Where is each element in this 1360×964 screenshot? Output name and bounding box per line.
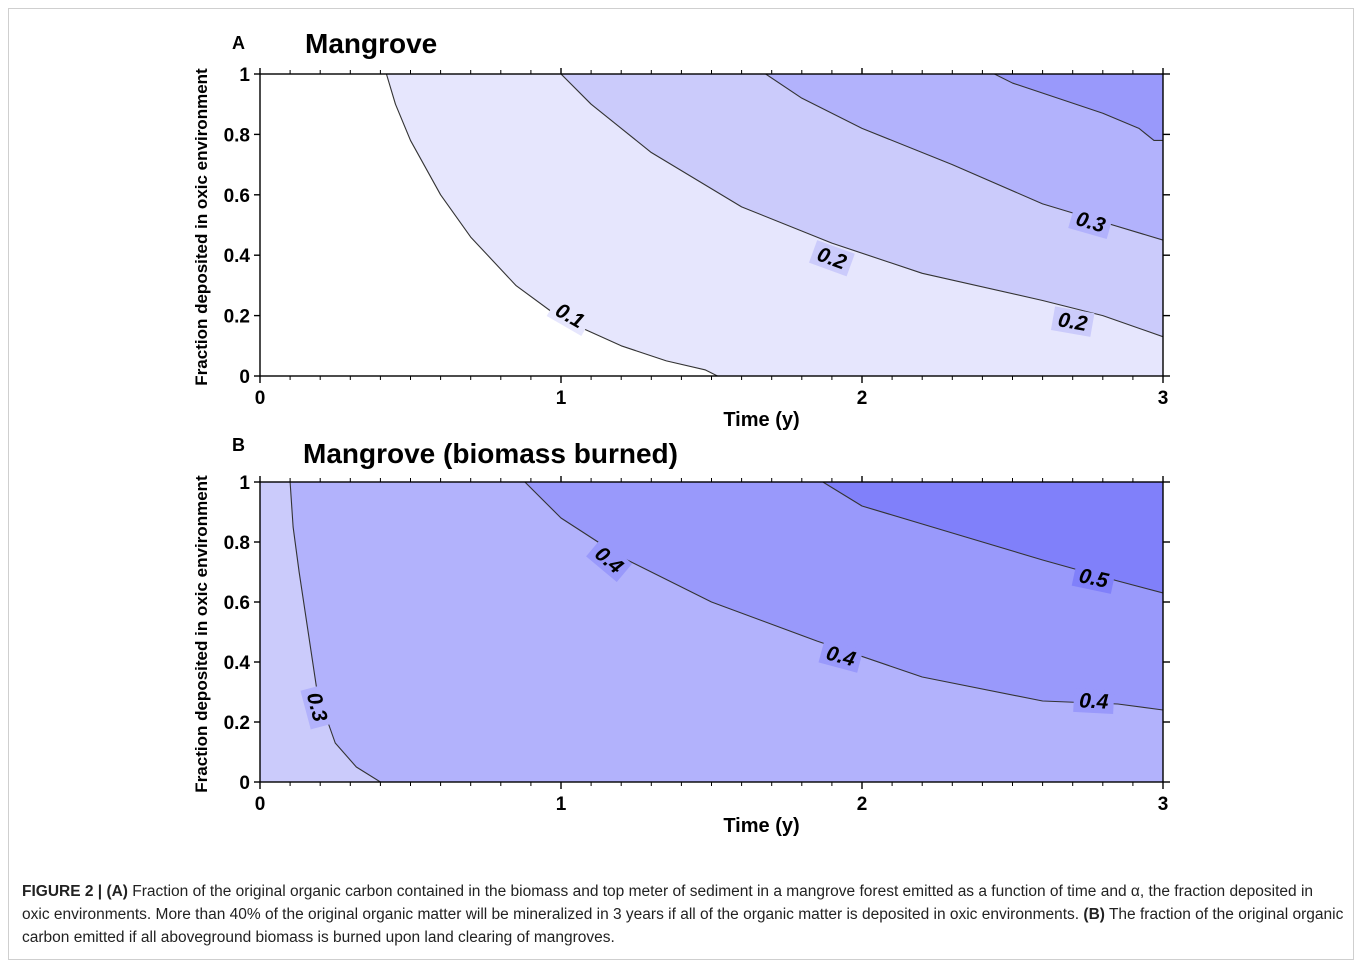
contour-line-0-2 (560, 74, 1163, 338)
caption-a-label: (A) (106, 883, 128, 900)
x-tick-label: 1 (556, 794, 567, 815)
x-tick-label: 0 (255, 794, 266, 815)
contour-label: 0.3 (1068, 204, 1114, 240)
x-axis-title: Time (y) (723, 815, 799, 837)
caption-b-text: The fraction of the original organic car… (22, 906, 1344, 946)
figure-caption: FIGURE 2 | (A) Fraction of the original … (22, 880, 1344, 949)
y-tick-label: 0.8 (224, 125, 250, 146)
y-tick-label: 0.6 (224, 593, 250, 614)
panel-title: Mangrove (biomass burned) (303, 438, 678, 469)
panel-letter: B (232, 435, 245, 455)
caption-b-label: (B) (1083, 906, 1105, 923)
contour-band-0-3 (765, 74, 1163, 241)
caption-a-text: Fraction of the original organic carbon … (22, 883, 1314, 923)
x-axis-title: Time (y) (723, 409, 799, 431)
x-tick-label: 0 (255, 388, 266, 409)
contour-line-0-4 (994, 74, 1163, 141)
contour-label: 0.2 (1050, 306, 1095, 337)
y-axis-title: Fraction deposited in oxic environment (192, 475, 211, 793)
y-axis-title: Fraction deposited in oxic environment (192, 68, 211, 386)
x-tick-label: 1 (556, 388, 567, 409)
y-tick-label: 0.8 (224, 533, 250, 554)
y-tick-label: 0.6 (224, 186, 250, 207)
svg-text:0.2: 0.2 (1056, 308, 1089, 336)
x-tick-label: 3 (1158, 794, 1169, 815)
y-tick-label: 0 (239, 367, 250, 388)
y-tick-label: 0.2 (224, 307, 250, 328)
panel-title: Mangrove (305, 28, 437, 59)
contour-line-0-3 (289, 482, 381, 782)
y-tick-label: 1 (239, 473, 250, 494)
figure-frame (8, 8, 1354, 960)
x-tick-label: 3 (1158, 388, 1169, 409)
y-tick-label: 0.4 (224, 246, 251, 267)
plot-area: 0.30.40.40.40.5 (260, 482, 1163, 782)
plot-area: 0.10.20.20.3 (260, 74, 1163, 376)
svg-text:0.4: 0.4 (1079, 689, 1110, 714)
panel-letter: A (232, 33, 245, 53)
x-tick-label: 2 (857, 388, 868, 409)
y-tick-label: 1 (239, 65, 250, 86)
contour-label: 0.4 (1073, 687, 1115, 715)
y-tick-label: 0.4 (224, 653, 251, 674)
y-tick-label: 0.2 (224, 713, 250, 734)
contour-line-0-5 (822, 482, 1163, 594)
x-tick-label: 2 (857, 794, 868, 815)
caption-figure-label: FIGURE 2 | (22, 883, 103, 900)
y-tick-label: 0 (239, 773, 250, 794)
contour-label: 0.4 (818, 639, 864, 673)
contour-line-0-1 (385, 74, 718, 376)
